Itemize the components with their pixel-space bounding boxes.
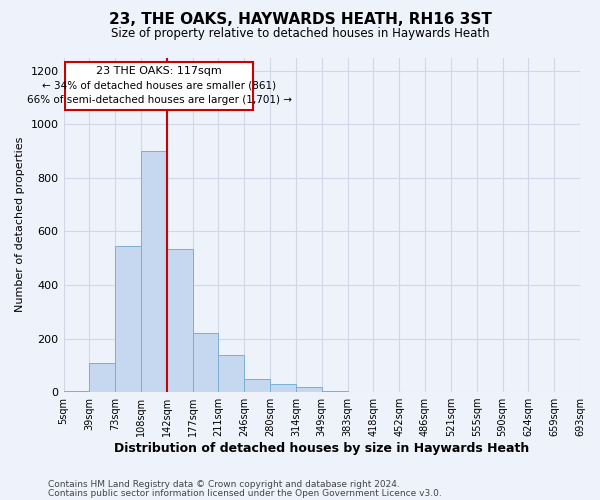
Text: Contains public sector information licensed under the Open Government Licence v3: Contains public sector information licen… [48, 488, 442, 498]
Bar [218, 354, 244, 392]
Bar [193, 333, 218, 392]
Bar [167, 249, 193, 392]
Text: 23, THE OAKS, HAYWARDS HEATH, RH16 3ST: 23, THE OAKS, HAYWARDS HEATH, RH16 3ST [109, 12, 491, 28]
Text: Size of property relative to detached houses in Haywards Heath: Size of property relative to detached ho… [110, 28, 490, 40]
Text: 23 THE OAKS: 117sqm: 23 THE OAKS: 117sqm [96, 66, 222, 76]
Bar [64, 390, 89, 392]
Bar [244, 378, 270, 392]
Bar [296, 386, 322, 392]
Bar [115, 246, 141, 392]
Bar [141, 151, 167, 392]
Bar [89, 362, 115, 392]
X-axis label: Distribution of detached houses by size in Haywards Heath: Distribution of detached houses by size … [114, 442, 529, 455]
Y-axis label: Number of detached properties: Number of detached properties [15, 137, 25, 312]
Bar [65, 62, 253, 110]
Text: Contains HM Land Registry data © Crown copyright and database right 2024.: Contains HM Land Registry data © Crown c… [48, 480, 400, 489]
Text: 66% of semi-detached houses are larger (1,701) →: 66% of semi-detached houses are larger (… [26, 96, 292, 106]
Text: ← 34% of detached houses are smaller (861): ← 34% of detached houses are smaller (86… [42, 80, 276, 90]
Bar [270, 384, 296, 392]
Bar [322, 390, 347, 392]
